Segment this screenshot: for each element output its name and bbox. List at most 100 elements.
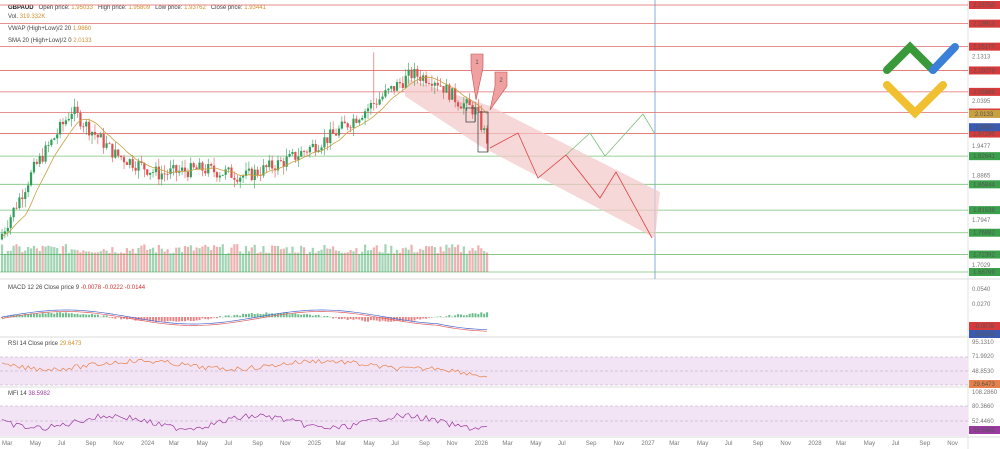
volume-bar	[427, 246, 431, 272]
macd-histogram-bar	[85, 314, 88, 318]
volume-bar	[70, 249, 73, 272]
price-candle	[79, 112, 82, 127]
volume-bar	[169, 253, 172, 272]
macd-histogram-bar	[59, 312, 62, 318]
time-axis-label: Nov	[614, 441, 625, 447]
volume-bar	[363, 244, 367, 272]
volume-bar	[90, 252, 94, 272]
macd-histogram-bar	[375, 317, 378, 321]
macd-histogram-bar	[314, 315, 317, 318]
macd-histogram-bar	[413, 317, 416, 321]
price-candle	[253, 169, 256, 181]
volume-bar	[262, 246, 265, 272]
macd-histogram-bar	[70, 313, 73, 318]
volume-bar	[410, 244, 413, 272]
volume-bar	[395, 249, 399, 272]
time-axis-label: Jul	[58, 441, 66, 447]
volume-bar	[230, 247, 233, 272]
volume-bar	[454, 247, 457, 272]
volume-bar	[462, 246, 465, 272]
macd-histogram-bar	[131, 317, 134, 320]
price-candle	[233, 177, 236, 180]
volume-bar	[15, 244, 18, 272]
price-candle	[358, 119, 361, 123]
price-candle	[166, 173, 169, 175]
macd-histogram-bar	[227, 315, 230, 318]
support-level-label: 1.92641	[973, 154, 995, 160]
price-candle	[9, 217, 12, 228]
macd-histogram-bar	[401, 317, 404, 322]
macd-signal-label: -0.0144	[974, 332, 995, 338]
high-label: High price:	[98, 5, 127, 11]
price-candle	[61, 121, 65, 125]
price-candle	[64, 120, 68, 125]
volume-bar	[27, 246, 30, 272]
macd-histogram-bar	[253, 314, 256, 318]
volume-bar	[236, 244, 239, 272]
volume-bar	[85, 251, 88, 272]
time-axis-label: Jul	[391, 441, 399, 447]
price-candle	[12, 207, 15, 218]
volume-bar	[41, 245, 44, 272]
volume-bar	[111, 247, 114, 272]
sma-header: SMA 20 (High+Low)/2 0 2.0133	[8, 38, 92, 44]
macd-histogram-bar	[6, 316, 9, 318]
macd-histogram-bar	[381, 317, 384, 321]
macd-histogram-bar	[425, 317, 428, 319]
price-candle	[430, 83, 434, 86]
rsi-value: 29.6473	[59, 341, 82, 347]
volume-bar	[294, 252, 297, 272]
price-candle	[76, 106, 79, 113]
resistance-level-tag	[969, 19, 1000, 28]
volume-bar	[210, 250, 213, 272]
volume-bar	[448, 247, 451, 272]
time-axis-label: 2027	[641, 441, 655, 447]
price-candle	[227, 167, 230, 170]
macd-histogram-bar	[114, 317, 117, 319]
macd-histogram-bar	[407, 317, 410, 321]
volume-bar	[172, 252, 175, 272]
mfi-tick-label: 80.3660	[972, 404, 994, 410]
annotation-label-1: 1	[475, 60, 479, 66]
macd-histogram-bar	[207, 317, 210, 320]
price-candle	[128, 159, 131, 165]
volume-bar	[134, 253, 137, 272]
price-candle	[485, 128, 489, 144]
volume-bar	[456, 244, 460, 272]
volume-bar	[105, 250, 108, 272]
macd-histogram-bar	[79, 314, 82, 318]
macd-histogram-bar	[76, 313, 79, 318]
price-candle	[70, 114, 73, 120]
volume-bar	[99, 251, 102, 272]
price-candle	[73, 106, 76, 115]
volume-bar	[288, 253, 291, 272]
volume-bar	[355, 248, 358, 272]
volume-bar	[381, 252, 384, 272]
rsi-line	[1, 358, 488, 378]
mfi-value-label: 38.5982	[973, 428, 995, 434]
price-candle	[90, 131, 94, 136]
volume-bar	[215, 246, 219, 272]
price-candle	[349, 127, 352, 129]
price-candle	[297, 156, 300, 160]
macd-histogram-bar	[471, 313, 474, 318]
price-candle	[387, 88, 390, 91]
macd-histogram-bar	[172, 317, 175, 322]
price-candle	[395, 82, 399, 91]
volume-bar	[76, 250, 79, 272]
volume-bar	[61, 246, 65, 272]
price-candle	[268, 160, 271, 168]
time-axis-label: Nov	[447, 441, 458, 447]
price-candle	[247, 168, 251, 171]
time-axis-label: May	[530, 441, 541, 447]
price-candle	[99, 134, 102, 138]
volume-bar	[178, 247, 181, 272]
volume-bar	[483, 251, 486, 272]
volume-header: Vol. 319.332K	[8, 14, 45, 20]
volume-bar	[320, 249, 323, 272]
price-candle	[439, 85, 442, 87]
close-label: Close price:	[210, 5, 243, 11]
price-candle	[210, 164, 213, 166]
price-candle	[436, 82, 439, 86]
